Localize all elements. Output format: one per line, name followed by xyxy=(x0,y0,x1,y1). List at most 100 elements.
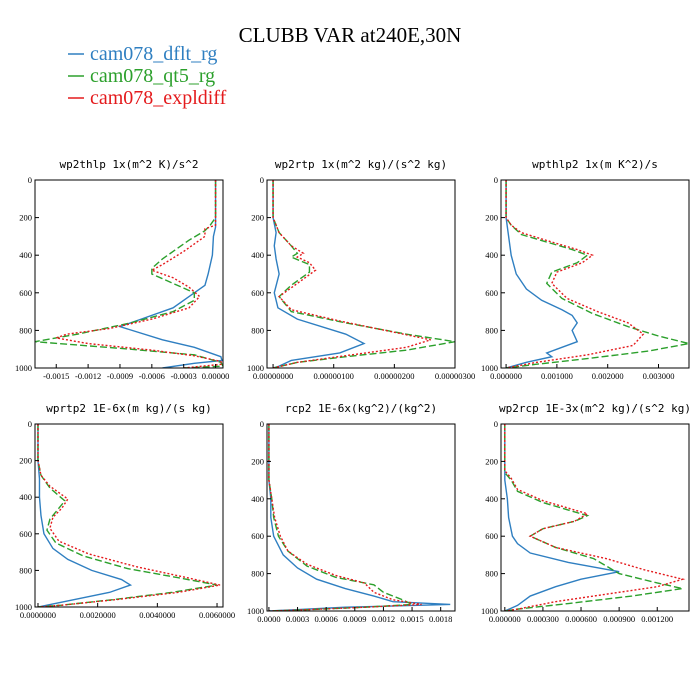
y-tick-label: 600 xyxy=(485,531,498,541)
series-line-2 xyxy=(505,180,689,368)
y-tick-label: 400 xyxy=(485,250,498,260)
x-tick-label: -0.0006 xyxy=(139,371,165,381)
y-tick-label: 200 xyxy=(19,456,32,466)
y-tick-label: 800 xyxy=(251,569,264,579)
panel-2: wp2rtp 1x(m^2 kg)/(s^2 kg) 0 200 400 600 800 1… xyxy=(247,158,475,381)
series-line-3 xyxy=(53,180,223,368)
legend-label: cam078_qt5_rg xyxy=(90,65,215,87)
series-line-1 xyxy=(504,424,620,611)
y-tick-label: 400 xyxy=(19,492,32,502)
y-tick-label: 200 xyxy=(485,213,498,223)
panel-title: wp2thlp 1x(m^2 K)/s^2 xyxy=(59,158,198,171)
y-tick-label: 400 xyxy=(485,494,498,504)
plot-frame xyxy=(34,179,224,369)
y-tick-label: 600 xyxy=(19,288,32,298)
series-line-2 xyxy=(504,424,683,611)
panels: wp2thlp 1x(m^2 K)/s^2 0 200 400 600 800 1000 -0… xyxy=(15,158,691,624)
series-group xyxy=(272,180,455,368)
x-tick-label: 0.000900 xyxy=(603,614,635,624)
y-tick-label: 0 xyxy=(28,175,32,185)
series-group xyxy=(505,180,689,368)
x-tick-label: 0.00000100 xyxy=(314,371,354,381)
series-line-2 xyxy=(268,424,415,611)
y-tick-label: 400 xyxy=(19,250,32,260)
y-tick-label: 0 xyxy=(260,419,264,429)
panel-6: wp2rcp 1E-3x(m^2 kg)/(s^2 kg)0 200 400 600 8… xyxy=(481,402,691,624)
y-tick-label: 200 xyxy=(19,213,32,223)
panel-title: wp2rtp 1x(m^2 kg)/(s^2 kg) xyxy=(275,158,447,171)
y-tick-label: 200 xyxy=(251,213,264,223)
y-tick-label: 600 xyxy=(251,531,264,541)
y-tick-label: 1000 xyxy=(247,606,264,616)
y-tick-label: 600 xyxy=(251,288,264,298)
x-tick-label: 0.0060000 xyxy=(199,610,235,620)
series-group xyxy=(504,424,686,611)
y-tick-label: 1000 xyxy=(481,606,498,616)
x-tick-label: 0.002000 xyxy=(592,371,624,381)
series-line-1 xyxy=(505,180,579,368)
x-tick-label: 0.0000 xyxy=(257,614,280,624)
y-tick-label: 800 xyxy=(485,325,498,335)
y-tick-label: 800 xyxy=(251,325,264,335)
x-tick-label: 0.00000000 xyxy=(253,371,293,381)
y-tick-label: 0 xyxy=(260,175,264,185)
x-tick-label: 0.00000200 xyxy=(374,371,414,381)
x-tick-label: 0.000000 xyxy=(490,371,522,381)
x-tick-label: 0.0000000 xyxy=(20,610,56,620)
y-tick-label: 0 xyxy=(494,175,498,185)
series-line-2 xyxy=(272,180,455,368)
y-tick-label: 1000 xyxy=(15,363,32,373)
legend: cam078_dflt_rgcam078_qt5_rgcam078_expldi… xyxy=(68,43,227,109)
series-line-3 xyxy=(505,180,645,368)
panel-title: wprtp2 1E-6x(m kg)/(s kg) xyxy=(46,402,212,415)
x-tick-label: 0.001200 xyxy=(641,614,673,624)
y-tick-label: 1000 xyxy=(247,363,264,373)
x-tick-label: 0.0006 xyxy=(314,614,337,624)
y-tick-label: 0 xyxy=(28,419,32,429)
x-tick-label: 0.001000 xyxy=(541,371,573,381)
series-line-1 xyxy=(117,180,223,368)
panel-3: wpthlp2 1x(m K^2)/s020040060080010000.00… xyxy=(481,158,690,381)
x-tick-label: 0.0003 xyxy=(286,614,309,624)
panel-title: rcp2 1E-6x(kg^2)/(kg^2) xyxy=(285,402,437,415)
y-tick-label: 400 xyxy=(251,250,264,260)
x-tick-label: 0.003000 xyxy=(643,371,675,381)
panel-5: rcp2 1E-6x(kg^2)/(kg^2) 0 200 400 600 800 1000… xyxy=(247,402,456,624)
x-tick-label: 0.0020000 xyxy=(80,610,116,620)
y-tick-label: 1000 xyxy=(481,363,498,373)
series-line-2 xyxy=(35,180,223,368)
panel-1: wp2thlp 1x(m^2 K)/s^2 0 200 400 600 800 1000 -0… xyxy=(15,158,229,381)
plot-frame xyxy=(266,423,456,612)
series-line-1 xyxy=(37,424,133,607)
y-tick-label: 400 xyxy=(251,494,264,504)
panel-title: wp2rcp 1E-3x(m^2 kg)/(s^2 kg) xyxy=(499,402,691,415)
series-line-3 xyxy=(37,424,221,607)
series-group xyxy=(268,424,451,611)
x-tick-label: -0.0003 xyxy=(171,371,197,381)
panel-4: wprtp2 1E-6x(m kg)/(s kg) 0 200 400 600 800 10… xyxy=(15,402,235,620)
y-tick-label: 800 xyxy=(485,569,498,579)
legend-label: cam078_dflt_rg xyxy=(90,43,217,65)
panel-title: wpthlp2 1x(m K^2)/s xyxy=(532,158,658,171)
x-tick-label: 0.000300 xyxy=(527,614,559,624)
x-tick-label: 0.0018 xyxy=(429,614,452,624)
x-tick-label: 0.00000 xyxy=(202,371,230,381)
series-line-1 xyxy=(268,424,451,611)
series-line-3 xyxy=(272,180,431,368)
x-tick-label: 0.0040000 xyxy=(139,610,175,620)
plot-frame xyxy=(500,423,690,612)
x-tick-label: 0.000600 xyxy=(565,614,597,624)
x-tick-label: -0.0015 xyxy=(43,371,69,381)
series-line-2 xyxy=(37,424,218,607)
y-tick-label: 600 xyxy=(19,529,32,539)
x-tick-label: 0.000000 xyxy=(489,614,521,624)
series-line-1 xyxy=(272,180,366,368)
chart-title: CLUBB VAR at240E,30N xyxy=(239,23,462,47)
series-group xyxy=(35,180,223,368)
series-group xyxy=(37,424,221,607)
y-tick-label: 200 xyxy=(485,456,498,466)
x-tick-label: 0.0015 xyxy=(400,614,423,624)
plot-frame xyxy=(34,423,224,608)
series-line-3 xyxy=(268,424,422,611)
